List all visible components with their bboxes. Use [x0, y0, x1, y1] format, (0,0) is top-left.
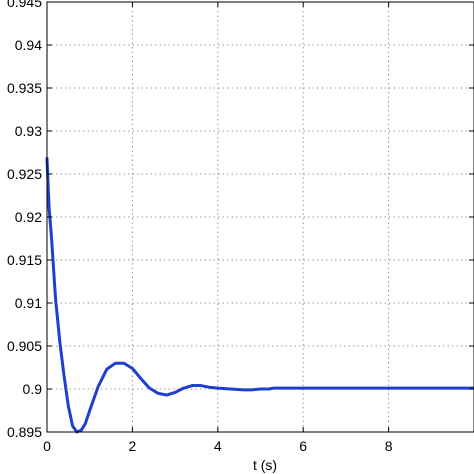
y-tick-label: 0.905 — [7, 338, 42, 354]
x-tick-label: 0 — [43, 438, 51, 454]
x-tick-label: 2 — [129, 438, 137, 454]
axis-ticks — [46, 1, 474, 433]
y-tick-label: 0.92 — [15, 209, 42, 225]
x-axis-label: t (s) — [253, 457, 277, 473]
y-tick-label: 0.925 — [7, 166, 42, 182]
x-axis-tick-labels: 0 2 4 6 8 — [43, 438, 393, 454]
y-tick-label: 0.9 — [23, 381, 43, 397]
y-tick-label: 0.935 — [7, 80, 42, 96]
x-tick-label: 4 — [214, 438, 222, 454]
y-tick-label: 0.915 — [7, 252, 42, 268]
x-tick-label: 6 — [299, 438, 307, 454]
y-tick-label: 0.895 — [7, 424, 42, 440]
y-tick-label: 0.94 — [15, 37, 42, 53]
y-axis-tick-labels: 0.895 0.9 0.905 0.91 0.915 0.92 0.925 0.93 0.935… — [7, 0, 42, 440]
y-tick-label: 0.93 — [15, 123, 42, 139]
y-tick-label: 0.945 — [7, 0, 42, 10]
series-line — [45, 157, 474, 434]
y-tick-label: 0.91 — [15, 295, 42, 311]
series-group — [45, 157, 474, 434]
x-tick-label: 8 — [385, 438, 393, 454]
